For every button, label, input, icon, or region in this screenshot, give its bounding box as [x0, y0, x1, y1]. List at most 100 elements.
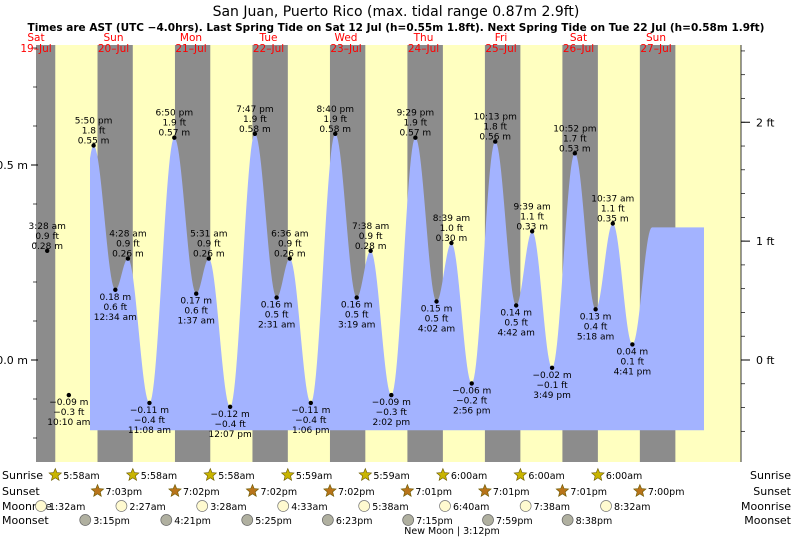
tide-curve-area [90, 133, 704, 431]
tide-ft-label: 0.5 ft [504, 318, 528, 328]
sunrise-icon [203, 467, 218, 481]
tide-m-label: 0.35 m [597, 215, 629, 225]
tide-ft-label: 1.9 ft [404, 119, 428, 129]
tide-m-label: −0.12 m [211, 410, 250, 420]
tide-point [91, 143, 96, 148]
tide-ft-label: 0.9 ft [197, 240, 221, 250]
sunset-icon [323, 483, 337, 497]
moonset-time: 4:21pm [174, 516, 211, 527]
day-headers: Sat19–JulSun20–JulMon21–JulTue22–JulWed2… [20, 32, 671, 55]
moonrise-icon [600, 500, 612, 512]
tide-m-label: −0.09 m [372, 398, 411, 408]
tide-ft-label: 1.9 ft [243, 115, 267, 125]
sunset-icon [632, 483, 647, 497]
day-date-label: 23–Jul [330, 43, 361, 55]
tide-time-label: 5:18 am [577, 332, 614, 342]
tide-point [630, 342, 635, 347]
tide-ft-label: 0.1 ft [621, 357, 645, 367]
sunset-icon [168, 483, 182, 497]
moonrise-icon [35, 500, 47, 512]
row-label-right: Moonrise [741, 500, 791, 513]
right-axis-tick-label: 2 ft [756, 116, 775, 129]
tide-m-label: 0.57 m [158, 129, 190, 139]
sunrise-icon [48, 467, 63, 481]
tide-ft-label: 1.1 ft [601, 205, 625, 215]
tide-m-label: 0.14 m [500, 308, 532, 318]
moonrise-time: 6:40am [453, 502, 489, 513]
tide-m-label: 0.26 m [193, 250, 225, 260]
tide-ft-label: 0.5 ft [425, 315, 449, 325]
day-name-label: Sat [570, 32, 587, 44]
tide-point [593, 307, 598, 312]
tide-ft-label: −0.4 ft [295, 416, 327, 426]
row-label-right: Sunrise [750, 469, 791, 482]
moonrise-icon [196, 500, 209, 512]
day-name-label: Sun [646, 32, 666, 44]
sunset-icon [245, 483, 260, 497]
moonset-icon [79, 514, 92, 526]
margin-right [741, 45, 793, 462]
tide-time-label: 4:42 am [497, 328, 534, 338]
tide-time-label: 7:47 pm [236, 105, 274, 115]
tide-ft-label: 0.9 ft [278, 240, 302, 250]
day-date-label: 19–Jul [20, 43, 51, 55]
sunset-time: 7:01pm [493, 487, 530, 498]
right-axis-tick-label: 0 ft [756, 354, 775, 367]
tide-time-label: 10:13 pm [474, 113, 517, 123]
tide-point [287, 256, 293, 261]
sunset-time: 7:01pm [415, 487, 452, 498]
moonrise-icon [277, 500, 290, 512]
tide-m-label: 0.56 m [479, 133, 511, 143]
tide-time-label: 4:02 am [418, 325, 455, 335]
tide-m-label: 0.57 m [400, 129, 432, 139]
sunset-icon [400, 483, 415, 497]
moonrise-icon [358, 500, 371, 512]
tide-ft-label: 1.1 ft [520, 212, 544, 222]
day-name-label: Fri [495, 32, 508, 44]
day-date-label: 21–Jul [175, 43, 206, 55]
tide-time-label: 10:52 pm [553, 124, 596, 134]
tide-m-label: 0.58 m [239, 125, 271, 135]
sunrise-time: 5:59am [373, 471, 409, 482]
tide-m-label: 0.58 m [319, 125, 351, 135]
sunrise-time: 6:00am [451, 471, 487, 482]
left-axis-tick-label: 0.0 m [0, 354, 28, 367]
tide-point [113, 287, 118, 292]
moon-phase-label: New Moon | 3:12pm [404, 526, 499, 537]
tide-time-label: 3:19 am [338, 321, 375, 331]
chart-title: San Juan, Puerto Rico (max. tidal range … [213, 4, 580, 20]
sunset-icon [555, 483, 570, 497]
sunrise-icon [590, 467, 605, 481]
day-name-label: Wed [335, 32, 358, 44]
sunset-icon [477, 483, 492, 497]
tide-ft-label: −0.4 ft [214, 420, 246, 430]
tide-m-label: −0.06 m [452, 386, 491, 396]
tide-time-label: 5:31 am [190, 230, 227, 240]
tide-ft-label: −0.1 ft [536, 381, 568, 391]
tide-point [449, 240, 454, 246]
tide-ft-label: 0.5 ft [265, 311, 289, 321]
tide-time-label: 10:37 am [591, 195, 634, 205]
tide-point [549, 365, 555, 370]
tide-time-label: 11:08 am [128, 426, 171, 436]
tide-point [125, 256, 131, 261]
sunrise-time: 5:58am [63, 471, 99, 482]
tide-m-label: 0.13 m [580, 312, 612, 322]
tide-ft-label: 1.8 ft [483, 123, 507, 133]
tide-point [469, 381, 474, 386]
tide-m-label: 0.26 m [112, 250, 144, 260]
tide-time-label: 10:10 am [47, 418, 90, 428]
day-date-label: 22–Jul [253, 43, 284, 55]
tide-time-label: 8:40 pm [316, 105, 354, 115]
row-label-right: Sunset [753, 485, 791, 498]
moonset-icon [561, 514, 574, 526]
moonset-icon [322, 514, 334, 526]
moonrise-icon [439, 500, 451, 512]
sunset-time: 7:02pm [183, 487, 220, 498]
tide-point [227, 404, 233, 409]
tide-ft-label: 1.0 ft [440, 224, 464, 234]
sunrise-time: 5:59am [296, 471, 332, 482]
tide-point [389, 392, 394, 398]
tide-m-label: 0.17 m [180, 297, 212, 307]
